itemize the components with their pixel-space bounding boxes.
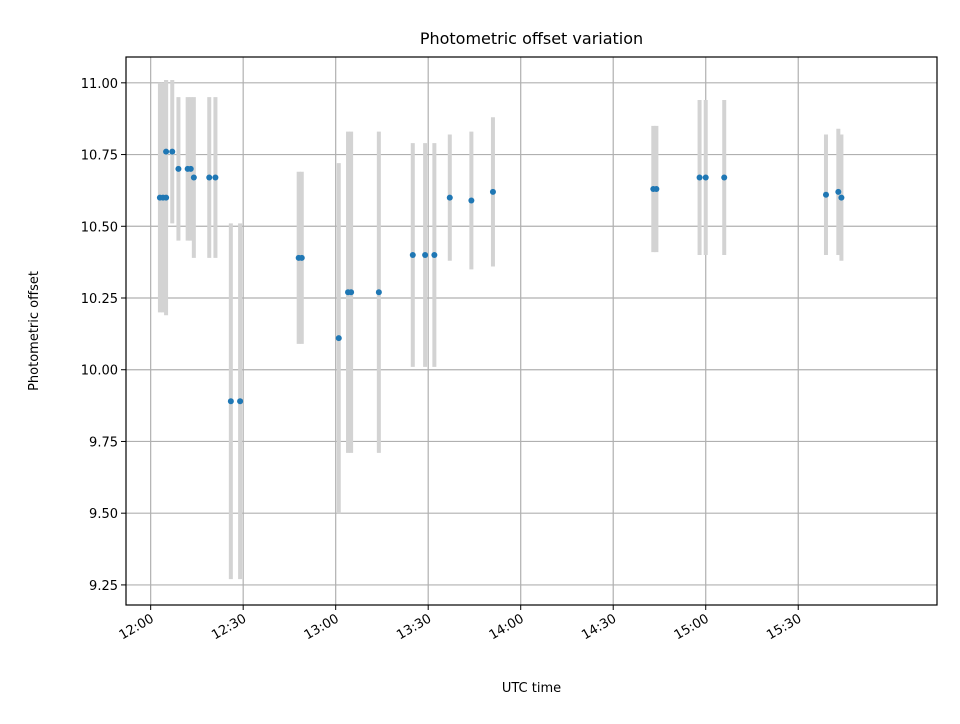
data-point (206, 174, 213, 181)
data-point (163, 148, 170, 155)
data-point (227, 398, 234, 405)
data-point (721, 174, 728, 181)
plot-frame (125, 56, 938, 606)
data-point (169, 148, 176, 155)
data-point (237, 398, 244, 405)
data-point (422, 251, 429, 258)
data-point (702, 174, 709, 181)
data-point (489, 188, 496, 195)
data-point (446, 194, 453, 201)
y-tick-label: 9.50 (89, 507, 118, 522)
data-point (298, 254, 305, 261)
data-point (468, 197, 475, 204)
y-tick-label: 10.00 (81, 364, 118, 379)
data-point (212, 174, 219, 181)
data-point (653, 185, 660, 192)
data-point (190, 174, 197, 181)
y-tick-label: 10.25 (81, 292, 118, 307)
data-point (696, 174, 703, 181)
data-point (409, 251, 416, 258)
data-point (838, 194, 845, 201)
grid-layer (126, 57, 937, 605)
y-tick-label: 9.75 (89, 435, 118, 450)
data-point (187, 165, 194, 172)
data-point (822, 191, 829, 198)
data-point (163, 194, 170, 201)
data-point (348, 289, 355, 296)
data-point (835, 188, 842, 195)
chart-title: Photometric offset variation (420, 29, 643, 48)
y-tick-label: 9.25 (89, 579, 118, 594)
y-tick-label: 10.75 (81, 149, 118, 164)
data-point (335, 335, 342, 342)
y-tick-label: 11.00 (81, 77, 118, 92)
y-axis-label: Photometric offset (27, 271, 42, 391)
point-layer (156, 148, 845, 405)
data-point (375, 289, 382, 296)
x-axis-label: UTC time (502, 681, 561, 696)
data-point (431, 251, 438, 258)
data-point (175, 165, 182, 172)
y-tick-label: 10.50 (81, 220, 118, 235)
